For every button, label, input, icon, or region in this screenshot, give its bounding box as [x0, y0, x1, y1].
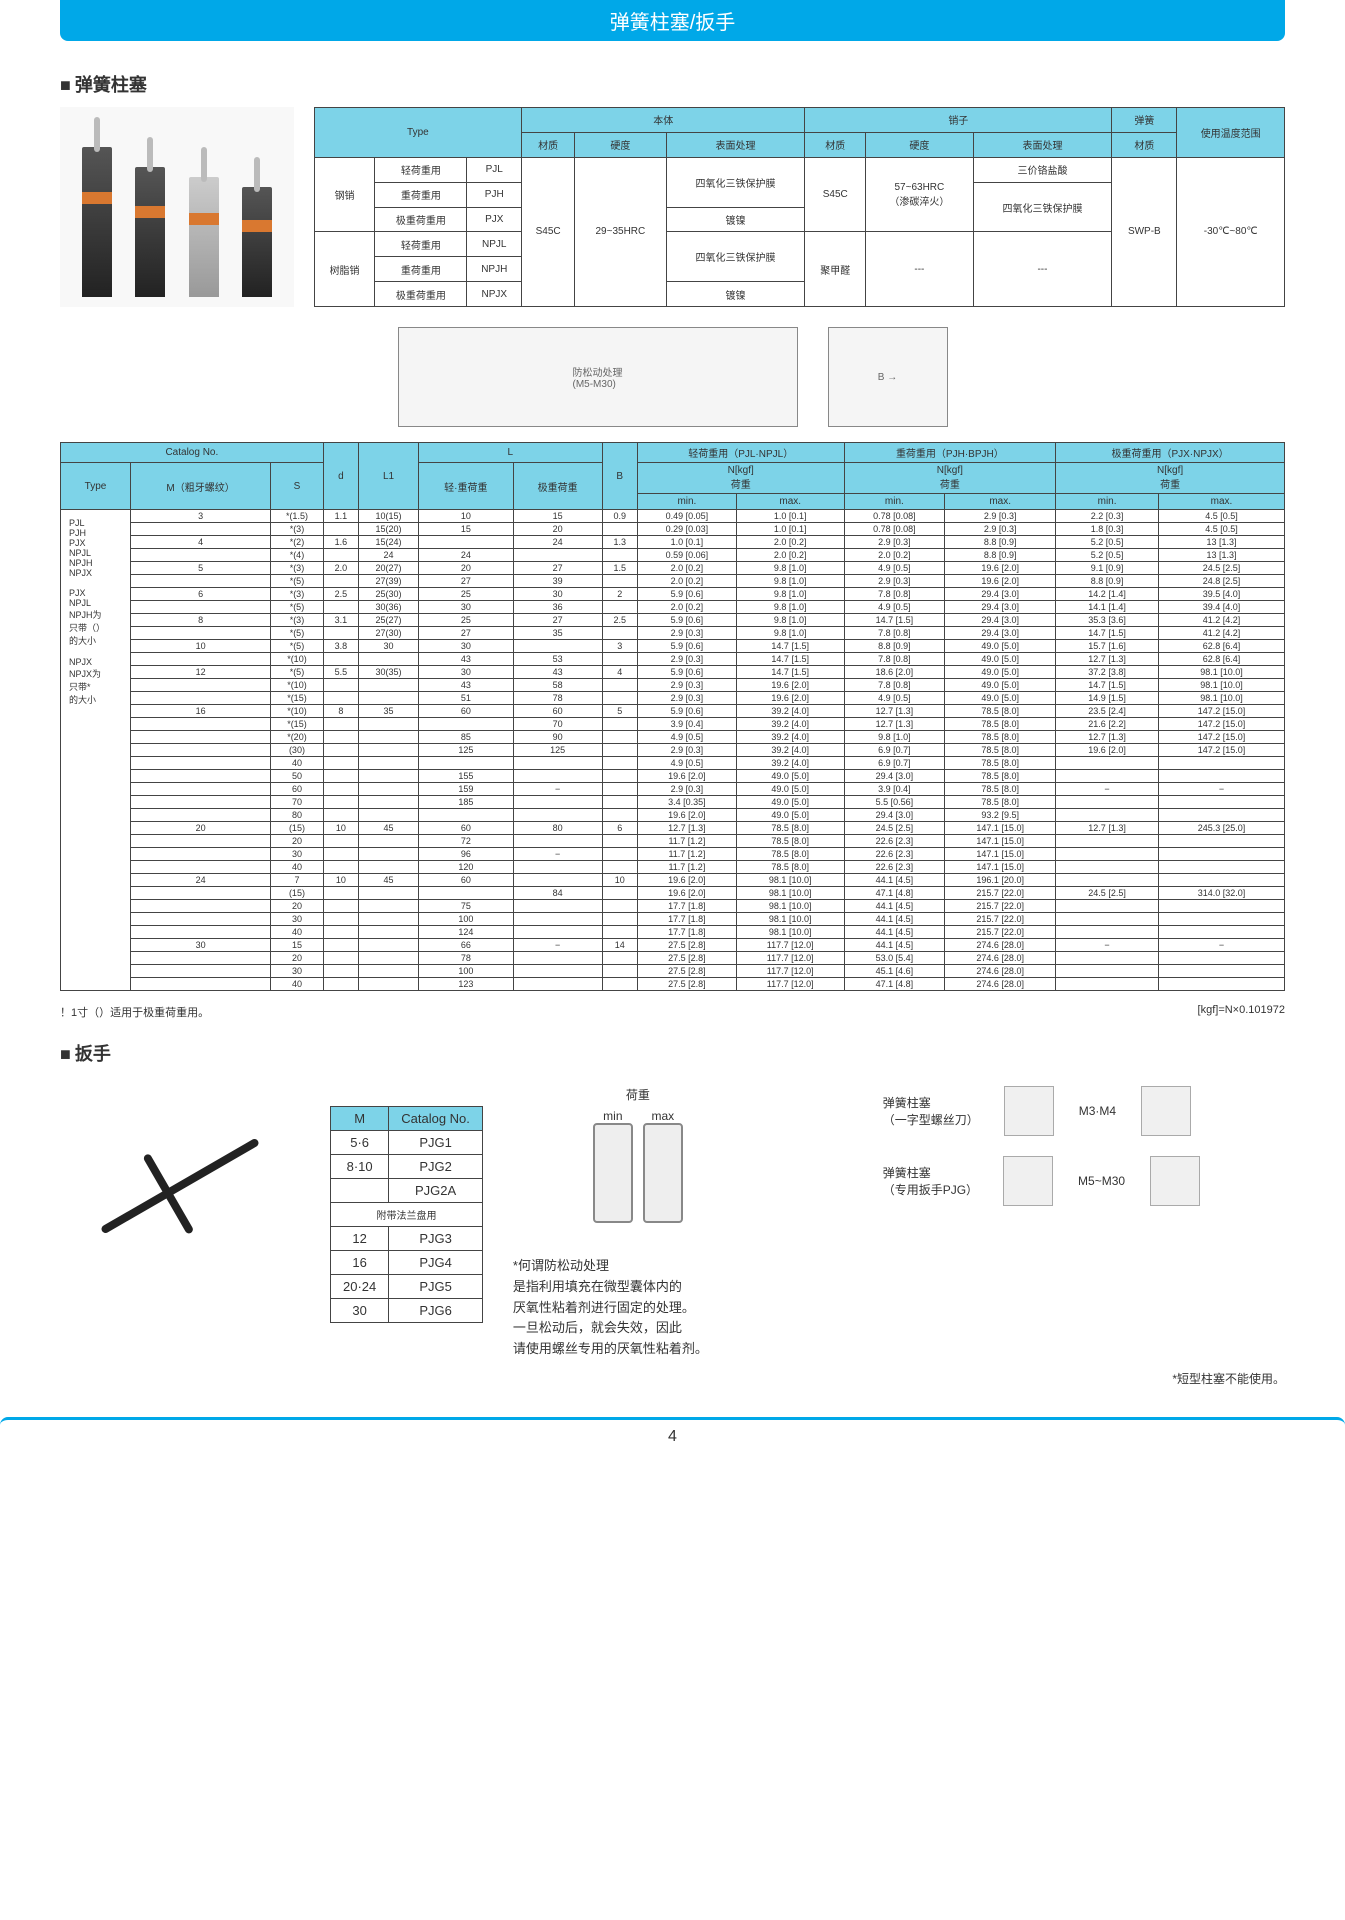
anti-loosening-title: *何谓防松动处理 — [513, 1256, 1285, 1277]
type-list-cell: PJL PJH PJX NPJL NPJH NPJX PJX NPJL NPJH… — [61, 510, 131, 991]
table-row: 301566−1427.5 [2.8]117.7 [12.0]44.1 [4.5… — [61, 939, 1285, 952]
table-row: *(3)15(20)15200.29 [0.03]1.0 [0.1]0.78 [… — [61, 523, 1285, 536]
table-row: 12*(5)5.530(35)304345.9 [0.6]14.7 [1.5]1… — [61, 666, 1285, 679]
table-row: 12PJG3 — [331, 1227, 483, 1251]
table-row: 3096−11.7 [1.2]78.5 [8.0]22.6 [2.3]147.1… — [61, 848, 1285, 861]
load-min-diagram — [593, 1123, 633, 1223]
table-row: 附带法兰盘用 — [331, 1203, 483, 1227]
wrench-catalog-table: MCatalog No. 5·6PJG18·10PJG2PJG2A附带法兰盘用1… — [330, 1106, 483, 1323]
wrench-product-image — [60, 1076, 300, 1296]
table-row: *(5)27(30)27352.9 [0.3]9.8 [1.0]7.8 [0.8… — [61, 627, 1285, 640]
anti-loosening-body: 是指利用填充在微型囊体内的 厌氧性粘着剂进行固定的处理。 一旦松动后，就会失效，… — [513, 1277, 1285, 1360]
material-spec-table: Type 本体 销子 弹簧 使用温度范围 材质 硬度 表面处理 材质 硬度 表面… — [314, 107, 1285, 307]
table-row: 4*(2)1.615(24)241.31.0 [0.1]2.0 [0.2]2.9… — [61, 536, 1285, 549]
table-row: 4012011.7 [1.2]78.5 [8.0]22.6 [2.3]147.1… — [61, 861, 1285, 874]
wrench-tool-icon — [1003, 1156, 1053, 1206]
th-pin: 销子 — [805, 108, 1112, 133]
table-row: PJG2A — [331, 1179, 483, 1203]
table-row: 701853.4 [0.35]49.0 [5.0]5.5 [0.56]78.5 … — [61, 796, 1285, 809]
table-row: 4012327.5 [2.8]117.7 [12.0]47.1 [4.8]274… — [61, 978, 1285, 991]
cross-section-diagram: 防松动处理 (M5-M30) — [398, 327, 798, 427]
table-row: 404.9 [0.5]39.2 [4.0]6.9 [0.7]78.5 [8.0] — [61, 757, 1285, 770]
page-number: 4 — [0, 1417, 1345, 1454]
th-type: Type — [314, 108, 521, 158]
table-row: *(15)51782.9 [0.3]19.6 [2.0]4.9 [0.5]49.… — [61, 692, 1285, 705]
table-row: 60159−2.9 [0.3]49.0 [5.0]3.9 [0.4]78.5 [… — [61, 783, 1285, 796]
table-row: 30PJG6 — [331, 1299, 483, 1323]
plunger-large-icon — [1150, 1156, 1200, 1206]
plunger-product-image — [60, 107, 294, 307]
footnote-left: ！1寸（）适用于极重荷重用。 — [60, 1004, 209, 1020]
table-row: 20·24PJG5 — [331, 1275, 483, 1299]
plunger-small-icon — [1141, 1086, 1191, 1136]
th-spring: 弹簧 — [1112, 108, 1177, 133]
table-row: 5·6PJG1 — [331, 1131, 483, 1155]
table-row: PJL PJH PJX NPJL NPJH NPJX PJX NPJL NPJH… — [61, 510, 1285, 523]
screwdriver-icon — [1004, 1086, 1054, 1136]
technical-diagram-row: 防松动处理 (M5-M30) B → — [60, 327, 1285, 427]
short-plunger-note: *短型柱塞不能使用。 — [513, 1370, 1285, 1387]
table-row: 10*(5)3.8303035.9 [0.6]14.7 [1.5]8.8 [0.… — [61, 640, 1285, 653]
table-row: 20(15)10456080612.7 [1.3]78.5 [8.0]24.5 … — [61, 822, 1285, 835]
section1-title: 弹簧柱塞 — [60, 71, 1285, 97]
table-row: 8019.6 [2.0]49.0 [5.0]29.4 [3.0]93.2 [9.… — [61, 809, 1285, 822]
dimension-load-table: Catalog No. d L1 L B 轻荷重用（PJL·NPJL） 重荷重用… — [60, 442, 1285, 991]
table-row: 5015519.6 [2.0]49.0 [5.0]29.4 [3.0]78.5 … — [61, 770, 1285, 783]
table-row: 16PJG4 — [331, 1251, 483, 1275]
table-row: 3010027.5 [2.8]117.7 [12.0]45.1 [4.6]274… — [61, 965, 1285, 978]
footnote-right: [kgf]=N×0.101972 — [1198, 1004, 1285, 1020]
table-row: *(5)30(36)30362.0 [0.2]9.8 [1.0]4.9 [0.5… — [61, 601, 1285, 614]
table-row: 3010017.7 [1.8]98.1 [10.0]44.1 [4.5]215.… — [61, 913, 1285, 926]
page-header: 弹簧柱塞/扳手 — [60, 0, 1285, 41]
usage-info-panel: 荷重 min max 弹簧柱塞 （一字型螺丝刀） M3·M4 弹簧柱塞 （专用扳… — [513, 1076, 1285, 1387]
table-row: (15)8419.6 [2.0]98.1 [10.0]47.1 [4.8]215… — [61, 887, 1285, 900]
table-row: 8*(3)3.125(27)25272.55.9 [0.6]9.8 [1.0]1… — [61, 614, 1285, 627]
table-row: 2471045601019.6 [2.0]98.1 [10.0]44.1 [4.… — [61, 874, 1285, 887]
table-row: *(10)43532.9 [0.3]14.7 [1.5]7.8 [0.8]49.… — [61, 653, 1285, 666]
table-row: *(4)24240.59 [0.06]2.0 [0.2]2.0 [0.2]8.8… — [61, 549, 1285, 562]
table-row: 16*(10)835606055.9 [0.6]39.2 [4.0]12.7 [… — [61, 705, 1285, 718]
table-row: 6*(3)2.525(30)253025.9 [0.6]9.8 [1.0]7.8… — [61, 588, 1285, 601]
table-row: 207827.5 [2.8]117.7 [12.0]53.0 [5.4]274.… — [61, 952, 1285, 965]
table-row: *(15)703.9 [0.4]39.2 [4.0]12.7 [1.3]78.5… — [61, 718, 1285, 731]
th-temp: 使用温度范围 — [1177, 108, 1285, 158]
table-row: (30)1251252.9 [0.3]39.2 [4.0]6.9 [0.7]78… — [61, 744, 1285, 757]
end-view-diagram: B → — [828, 327, 948, 427]
table-row: 4012417.7 [1.8]98.1 [10.0]44.1 [4.5]215.… — [61, 926, 1285, 939]
th-body: 本体 — [522, 108, 805, 133]
load-max-diagram — [643, 1123, 683, 1223]
table-row: 8·10PJG2 — [331, 1155, 483, 1179]
table-row: *(20)85904.9 [0.5]39.2 [4.0]9.8 [1.0]78.… — [61, 731, 1285, 744]
table-row: 207211.7 [1.2]78.5 [8.0]22.6 [2.3]147.1 … — [61, 835, 1285, 848]
table-row: 207517.7 [1.8]98.1 [10.0]44.1 [4.5]215.7… — [61, 900, 1285, 913]
table-row: 5*(3)2.020(27)20271.52.0 [0.2]9.8 [1.0]4… — [61, 562, 1285, 575]
table-row: *(10)43582.9 [0.3]19.6 [2.0]7.8 [0.8]49.… — [61, 679, 1285, 692]
table-row: *(5)27(39)27392.0 [0.2]9.8 [1.0]2.9 [0.3… — [61, 575, 1285, 588]
section2-title: 扳手 — [60, 1040, 1285, 1066]
